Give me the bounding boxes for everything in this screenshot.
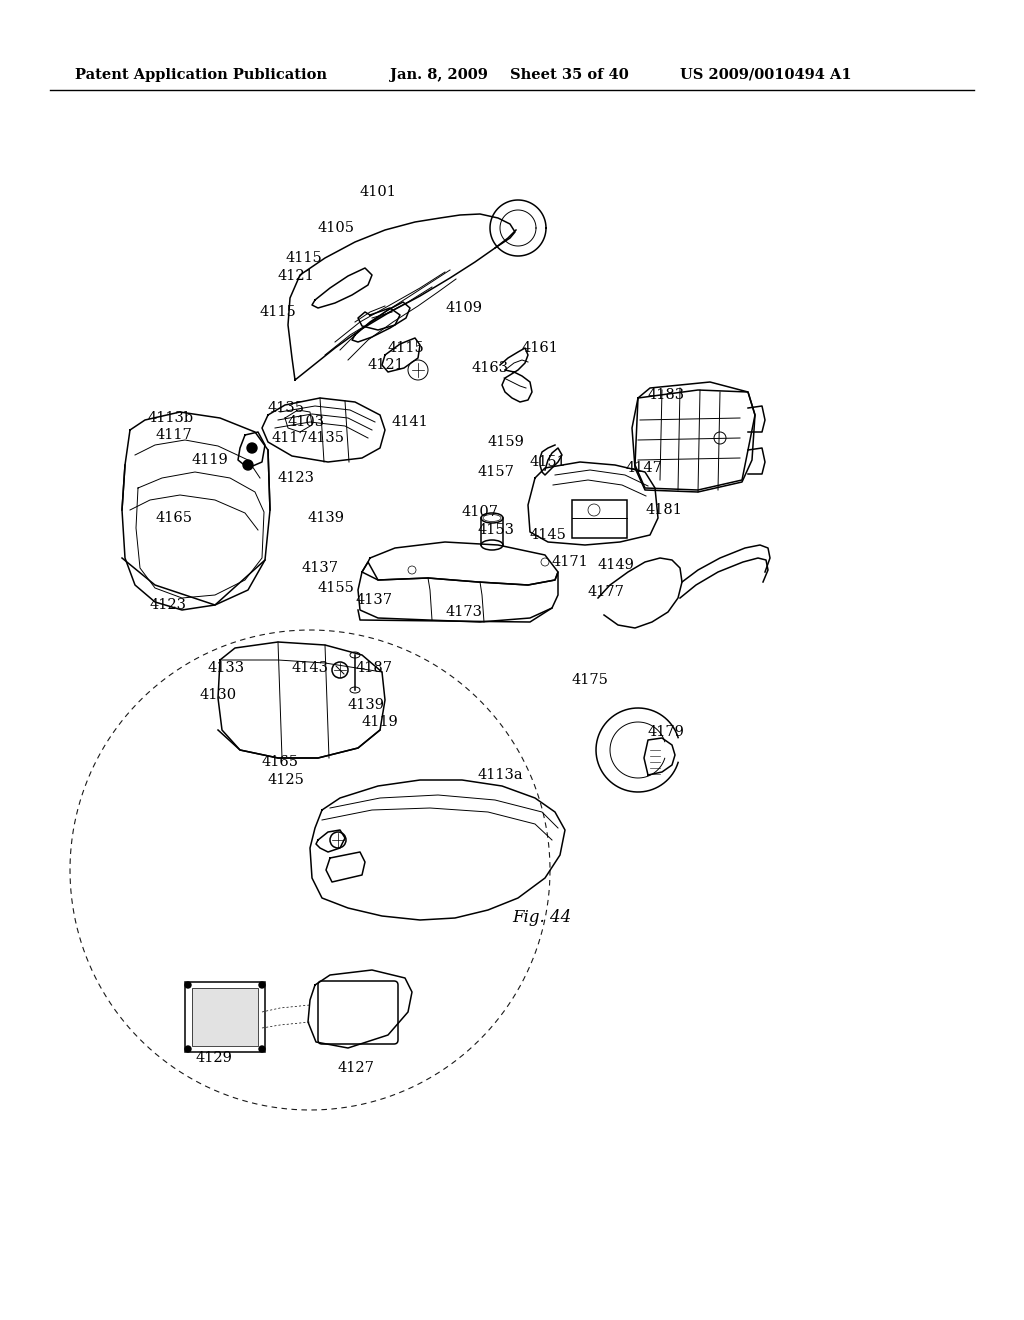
Text: 4121: 4121 — [278, 269, 314, 282]
Bar — [572, 500, 627, 539]
Text: 4151: 4151 — [530, 455, 566, 469]
Text: 4123: 4123 — [278, 471, 315, 484]
Text: 4139: 4139 — [348, 698, 385, 711]
Text: Fig. 44: Fig. 44 — [512, 909, 571, 927]
Text: 4165: 4165 — [155, 511, 193, 525]
Text: 4119: 4119 — [193, 453, 228, 467]
Text: 4153: 4153 — [478, 523, 515, 537]
Text: 4129: 4129 — [195, 1051, 231, 1065]
Text: 4183: 4183 — [648, 388, 685, 403]
Text: 4121: 4121 — [368, 358, 404, 372]
Text: 4133: 4133 — [208, 661, 245, 675]
Bar — [193, 987, 258, 1045]
Text: 4113b: 4113b — [148, 411, 195, 425]
Text: 4130: 4130 — [200, 688, 238, 702]
Text: 4163: 4163 — [472, 360, 509, 375]
Text: 4143: 4143 — [292, 661, 329, 675]
Text: 4119: 4119 — [362, 715, 398, 729]
Text: 4155: 4155 — [318, 581, 355, 595]
Text: 4115: 4115 — [285, 251, 322, 265]
Text: Patent Application Publication: Patent Application Publication — [75, 69, 327, 82]
Text: 4123: 4123 — [150, 598, 187, 612]
Text: 4149: 4149 — [598, 558, 635, 572]
Text: 4107: 4107 — [462, 506, 499, 519]
Text: 4147: 4147 — [625, 461, 662, 475]
Bar — [185, 982, 265, 1052]
Circle shape — [259, 1045, 265, 1052]
Text: 4179: 4179 — [648, 725, 685, 739]
Circle shape — [259, 982, 265, 987]
Text: 4125: 4125 — [268, 774, 305, 787]
Text: 4181: 4181 — [645, 503, 682, 517]
Text: 4103: 4103 — [288, 414, 326, 429]
Text: 4159: 4159 — [488, 436, 525, 449]
Text: 4109: 4109 — [445, 301, 482, 315]
Text: 4117: 4117 — [272, 432, 309, 445]
Text: 4173: 4173 — [445, 605, 482, 619]
Text: 4175: 4175 — [572, 673, 609, 686]
Circle shape — [185, 1045, 191, 1052]
Circle shape — [243, 459, 253, 470]
Text: 4115: 4115 — [388, 341, 425, 355]
Text: 4117: 4117 — [155, 428, 191, 442]
Text: 4135: 4135 — [308, 432, 345, 445]
Text: 4165: 4165 — [262, 755, 299, 770]
Text: 4137: 4137 — [355, 593, 392, 607]
Text: 4145: 4145 — [530, 528, 567, 543]
Text: US 2009/0010494 A1: US 2009/0010494 A1 — [680, 69, 852, 82]
Text: 4177: 4177 — [588, 585, 625, 599]
Text: 4127: 4127 — [338, 1061, 375, 1074]
Text: 4141: 4141 — [392, 414, 429, 429]
Text: Jan. 8, 2009: Jan. 8, 2009 — [390, 69, 487, 82]
Text: 4157: 4157 — [478, 465, 515, 479]
Bar — [193, 987, 258, 1045]
Text: 4171: 4171 — [552, 554, 589, 569]
Text: 4113a: 4113a — [478, 768, 523, 781]
Circle shape — [185, 982, 191, 987]
Text: 4187: 4187 — [355, 661, 392, 675]
Circle shape — [247, 444, 257, 453]
Text: 4137: 4137 — [302, 561, 339, 576]
Text: 4115: 4115 — [260, 305, 297, 319]
Text: 4101: 4101 — [360, 185, 397, 199]
Text: 4105: 4105 — [318, 220, 355, 235]
Text: 4135: 4135 — [268, 401, 305, 414]
Text: 4161: 4161 — [522, 341, 559, 355]
Text: Sheet 35 of 40: Sheet 35 of 40 — [510, 69, 629, 82]
Text: 4139: 4139 — [308, 511, 345, 525]
